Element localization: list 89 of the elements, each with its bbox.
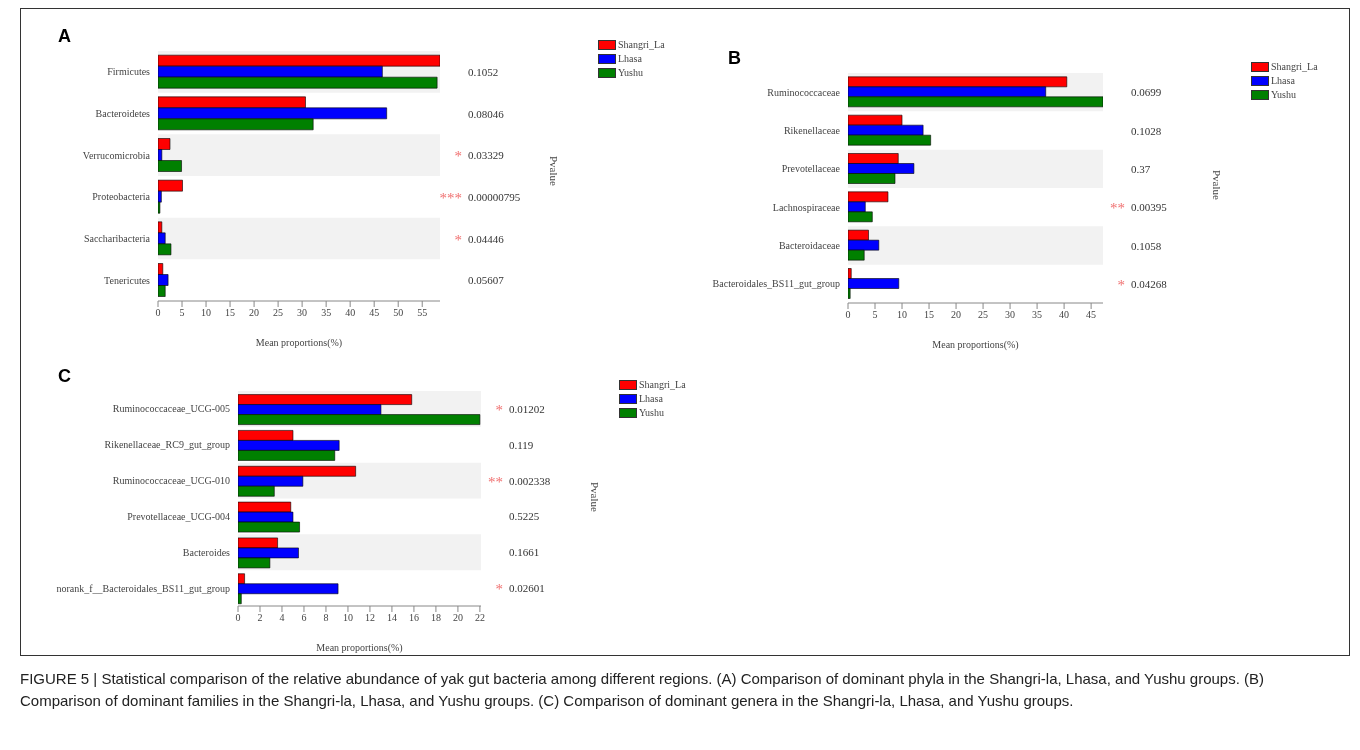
x-tick-label: 0	[155, 307, 161, 319]
y-tick-label: Saccharibacteria	[83, 233, 151, 245]
x-tick-label: 45	[1086, 309, 1097, 321]
x-tick-label: 22	[474, 612, 485, 624]
text: * 0.02601	[495, 581, 545, 598]
x-tick-label: 5	[179, 307, 185, 319]
y-tick-label: Prevotellaceae_UCG-004	[127, 510, 230, 522]
legend-label: Yushu	[639, 406, 665, 420]
text: 0.1052	[468, 65, 499, 78]
text: * 0.04268	[1117, 276, 1168, 293]
y-tick-label: Bacteroidales_BS11_gut_group	[712, 278, 840, 290]
text: 0.1661	[509, 546, 540, 559]
x-tick-label: 20	[249, 307, 260, 319]
x-tick-label: 30	[1005, 309, 1016, 321]
y-tick-label: Firmicutes	[107, 66, 151, 78]
x-tick-label: 15	[924, 309, 935, 321]
y-tick-label: Lachnospiraceae	[772, 201, 841, 213]
y-tick-label: Ruminococcaceae_UCG-005	[112, 403, 230, 415]
text: ** 0.00395	[1110, 200, 1168, 217]
x-tick-label: 10	[342, 612, 353, 624]
text: C	[58, 366, 71, 387]
y-tick-label: Proteobacteria	[92, 191, 151, 203]
x-tick-label: 40	[345, 307, 356, 319]
text: 0.5225	[509, 510, 540, 523]
x-tick-label: 45	[369, 307, 380, 319]
x-tick-label: 2	[257, 612, 263, 624]
y-tick-label: Ruminococcaceae_UCG-010	[112, 475, 230, 487]
x-tick-label: 25	[273, 307, 284, 319]
y-tick-label: Prevotellaceae	[781, 163, 841, 175]
x-tick-label: 8	[323, 612, 329, 624]
x-tick-label: 25	[978, 309, 989, 321]
x-tick-label: 4	[279, 612, 285, 624]
legend-label: Lhasa	[639, 392, 663, 406]
x-tick-label: 35	[1032, 309, 1043, 321]
text: 0.05607	[468, 274, 505, 287]
text: 0.1058	[1131, 239, 1162, 252]
legend-label: Yushu	[1271, 88, 1297, 102]
chart-title: A	[58, 26, 71, 47]
x-tick-label: 55	[417, 307, 428, 319]
x-tick-label: 10	[201, 307, 212, 319]
legend-label: Shangri_La	[639, 378, 686, 392]
x-tick-label: 0	[235, 612, 241, 624]
chart-title: B	[728, 48, 741, 69]
legend-label: Lhasa	[618, 52, 642, 66]
x-tick-label: 16	[408, 612, 419, 624]
x-tick-label: 20	[452, 612, 463, 624]
annotation: *** 0.00000795	[439, 189, 521, 206]
text: 0.08046	[468, 107, 505, 120]
x-tick-label: 6	[301, 612, 307, 624]
legend-label: Shangri_La	[618, 38, 665, 52]
x-axis-title: Mean proportions(%)	[255, 337, 343, 349]
text: 0.0699	[1131, 86, 1162, 99]
x-tick-label: 35	[321, 307, 332, 319]
y-tick-label: norank_f__Bacteroidales_BS11_gut_group	[56, 582, 230, 594]
y2-axis-title: Pvalue	[1211, 170, 1223, 200]
text: 0.37	[1131, 162, 1151, 175]
text: * 0.01202	[495, 401, 545, 418]
x-tick-label: 18	[430, 612, 441, 624]
x-tick-label: 50	[393, 307, 404, 319]
y-tick-label: Bacteroidetes	[95, 108, 151, 120]
x-tick-label: 0	[845, 309, 851, 321]
y-tick-label: Ruminococcaceae	[767, 86, 841, 98]
legend-label: Yushu	[618, 66, 644, 80]
text: 0.1028	[1131, 124, 1162, 137]
x-tick-label: 30	[297, 307, 308, 319]
y-tick-label: Verrucomicrobia	[82, 149, 151, 161]
text: ** 0.002338	[488, 473, 551, 490]
x-tick-label: 40	[1059, 309, 1070, 321]
y-tick-label: Rikenellaceae	[783, 125, 841, 137]
x-tick-label: 10	[897, 309, 908, 321]
x-axis-title: Mean proportions(%)	[316, 642, 403, 654]
y-tick-label: Tenericutes	[104, 274, 151, 286]
x-tick-label: 20	[951, 309, 962, 321]
y-tick-label: Bacteroides	[182, 546, 231, 558]
caption: FIGURE 5 | Statistical comparison of the relative abundance of yak gut bacteria among different regions. (A) Comparison of dominant phyla in the Shangri-la, Lhasa, and Yushu groups. (B) Comparison of dominant families in the Shangri-la, Lhasa, and Yushu groups. (C) Comparison of dominant genera in the Shangri-la, Lhasa, and Yushu groups.	[20, 669, 1266, 711]
x-tick-label: 14	[386, 612, 397, 624]
x-tick-label: 12	[364, 612, 375, 624]
y-tick-label: Bacteroidaceae	[778, 240, 841, 252]
legend-label: Shangri_La	[1271, 60, 1318, 74]
y-tick-label: Rikenellaceae_RC9_gut_group	[104, 439, 230, 451]
x-axis-title: Mean proportions(%)	[932, 339, 1019, 351]
text: 0.119	[509, 438, 534, 451]
x-tick-label: 15	[225, 307, 236, 319]
text: * 0.03329	[454, 148, 505, 165]
x-tick-label: 5	[872, 309, 878, 321]
legend-label: Lhasa	[1271, 74, 1295, 88]
text: * 0.04446	[454, 231, 505, 248]
y2-axis-title: Pvalue	[548, 156, 560, 186]
y2-axis-title: Pvalue	[589, 482, 601, 512]
